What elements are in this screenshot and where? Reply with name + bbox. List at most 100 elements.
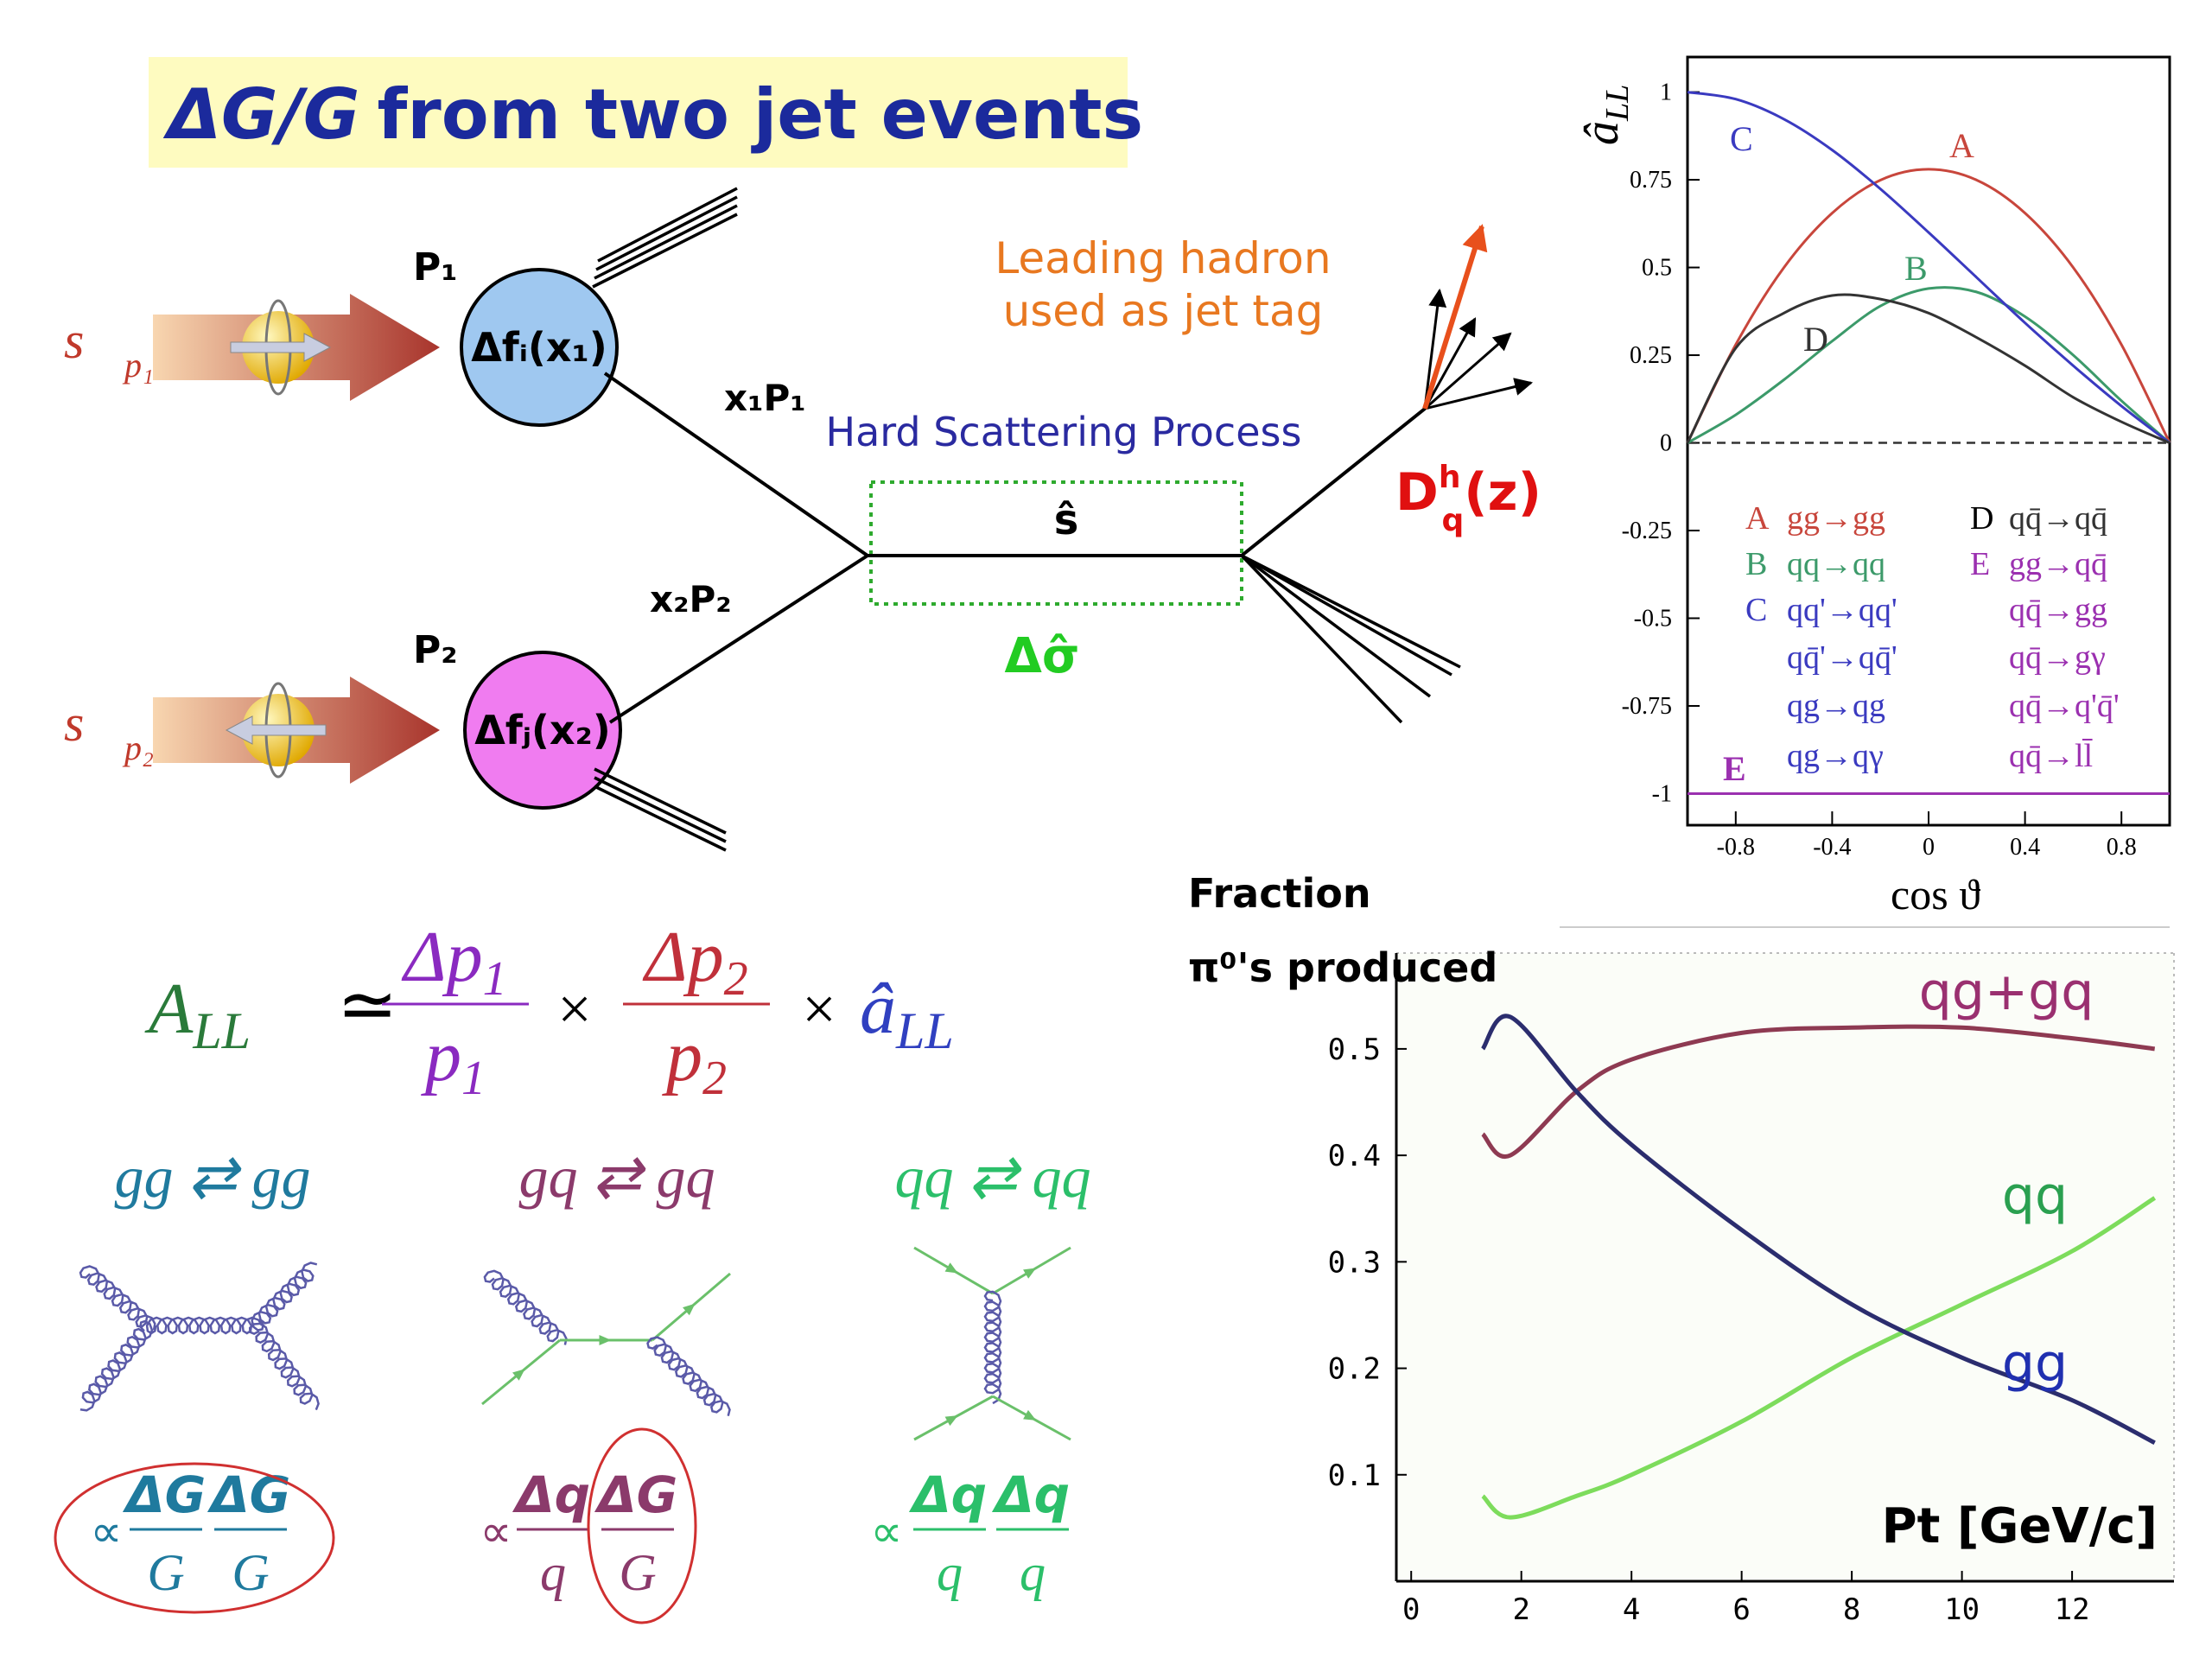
slide-title: ΔG/G from two jet events xyxy=(162,74,1143,155)
text-part: Δp xyxy=(401,917,482,997)
momentum-label: x₂P₂ xyxy=(650,578,732,620)
legend-process: qq̄→gγ xyxy=(2009,639,2106,676)
text-part: 2 xyxy=(702,1052,727,1105)
proton-label: P₂ xyxy=(413,628,458,672)
remnant-jet xyxy=(594,767,727,835)
text-part: h xyxy=(1439,460,1461,495)
curve-label: B xyxy=(1904,249,1928,288)
y-tick-label: -1 xyxy=(1652,780,1672,807)
plot-area xyxy=(1396,953,2174,1581)
cross-section-label: Δσ̂ xyxy=(1005,628,1080,684)
x-tick-label: 6 xyxy=(1732,1592,1750,1627)
jet-line xyxy=(1241,554,1452,677)
title-symbol: ΔG/G xyxy=(162,74,359,155)
hadron-arrow xyxy=(1424,332,1512,410)
gluon-line xyxy=(983,1290,1002,1405)
x-tick-label: 0 xyxy=(1923,834,1935,861)
legend-key: B xyxy=(1745,546,1767,582)
y-tick-label: -0.75 xyxy=(1622,693,1672,720)
y-tick-label: 0.3 xyxy=(1328,1245,1381,1280)
data-line xyxy=(1686,293,2171,444)
y-tick-label: 0.1 xyxy=(1328,1459,1381,1493)
y-tick-label: 0.5 xyxy=(1328,1033,1381,1067)
x-tick-label: -0.8 xyxy=(1717,834,1755,861)
jet-line xyxy=(1241,554,1461,669)
formula-operator: × xyxy=(802,976,836,1043)
proportional-sign: ∝ xyxy=(480,1506,512,1558)
spin-arrow xyxy=(225,715,327,745)
y-tick-label: -0.25 xyxy=(1622,518,1672,544)
energy-label: ŝ xyxy=(1054,496,1079,544)
curve-label: C xyxy=(1730,119,1753,158)
data-line xyxy=(1687,286,2171,444)
fraction-denominator: p2 xyxy=(662,1016,727,1105)
legend-process: qq̄'→qq̄' xyxy=(1787,639,1897,676)
channel-numerator: ΔG xyxy=(207,1465,291,1524)
text-part: (z) xyxy=(1464,462,1541,523)
curve-label: D xyxy=(1803,320,1828,359)
gluon-line xyxy=(251,1262,318,1332)
fraction-numerator: Δp1 xyxy=(401,917,506,1006)
data-line xyxy=(1481,1196,2157,1520)
channel-label: gq ⇄ gq xyxy=(519,1144,715,1210)
hard-box xyxy=(869,480,1243,606)
text-part: s⃗ xyxy=(64,695,124,752)
y-tick-label: 0.2 xyxy=(1328,1352,1381,1387)
legend-key: A xyxy=(1745,500,1770,537)
series-label: qq xyxy=(2002,1166,2068,1226)
remnant-jet xyxy=(597,187,738,263)
text-part: LL xyxy=(1599,85,1636,122)
jet-line xyxy=(1240,554,1403,724)
proportional-sign: ∝ xyxy=(870,1506,902,1558)
quark-arrow xyxy=(944,1415,958,1427)
legend-process: qg→qg xyxy=(1787,688,1885,724)
momentum-label: x₁P₁ xyxy=(724,377,806,419)
x-tick-label: 10 xyxy=(1944,1592,1980,1627)
channel-numerator: Δq xyxy=(512,1465,590,1524)
quark-arrow xyxy=(944,1262,958,1274)
x-axis-label: Pt [GeV/c] xyxy=(1882,1498,2158,1554)
data-line xyxy=(1687,91,2171,444)
fraction-numerator: Δp2 xyxy=(642,917,747,1006)
hadron-arrow xyxy=(1423,317,1477,410)
spin-label: s⃗p₂ xyxy=(64,695,154,767)
channel-denominator: q xyxy=(937,1544,963,1601)
proton xyxy=(460,268,619,427)
y-tick-label: -0.5 xyxy=(1634,605,1672,632)
legend-process: qq'→qq' xyxy=(1787,592,1897,628)
tag-label: used as jet tag xyxy=(1003,286,1324,336)
gluon-line xyxy=(646,1336,731,1417)
text-part: 2 xyxy=(724,952,748,1006)
text-part: â xyxy=(860,969,896,1049)
data-line xyxy=(1686,168,2171,444)
y-tick-label: 0.5 xyxy=(1642,255,1672,282)
text-part: p₁ xyxy=(122,346,154,385)
text-part: 1 xyxy=(483,952,507,1006)
channel-numerator: ΔG xyxy=(123,1465,207,1524)
y-axis-label: âLL xyxy=(1575,85,1636,145)
text-part: A xyxy=(144,969,194,1049)
legend-process: qq̄→ll̄ xyxy=(2009,738,2093,774)
channel-label: gg ⇄ gg xyxy=(115,1144,311,1210)
quark-arrow xyxy=(683,1303,696,1316)
text-part: LL xyxy=(192,1002,251,1059)
proportional-sign: ∝ xyxy=(90,1506,122,1558)
formula-rhs: âLL xyxy=(860,969,954,1059)
text-part: â xyxy=(1575,121,1629,145)
channel-label: qq ⇄ qq xyxy=(895,1144,1091,1210)
channel-numerator: ΔG xyxy=(594,1465,678,1524)
highlight-ring xyxy=(587,1427,697,1624)
quark-arrow xyxy=(1023,1409,1037,1421)
data-line xyxy=(1481,1024,2156,1160)
x-tick-label: 12 xyxy=(2055,1592,2090,1627)
channel-denominator: G xyxy=(147,1544,184,1601)
text-part: 1 xyxy=(461,1052,486,1105)
proton-label: P₁ xyxy=(413,245,458,289)
x-tick-label: 4 xyxy=(1623,1592,1640,1627)
channel-denominator: q xyxy=(1020,1544,1046,1601)
gluon-line xyxy=(79,1319,154,1412)
legend-key: C xyxy=(1745,592,1767,628)
text-part: p xyxy=(421,1016,461,1096)
